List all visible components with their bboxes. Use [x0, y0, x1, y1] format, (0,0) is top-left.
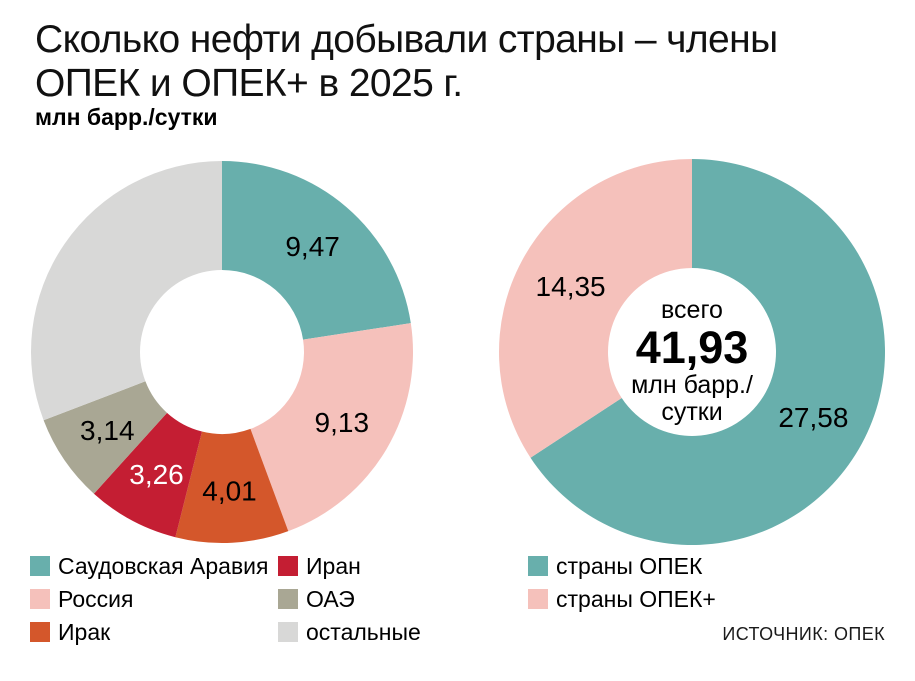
legend-swatch-saudi-arabia [30, 556, 50, 576]
legend-label-iraq: Ирак [58, 618, 111, 645]
donut-slice-iraq [175, 428, 289, 544]
slice-value-label-russia: 9,13 [315, 407, 370, 438]
legend-swatch-iran [278, 556, 298, 576]
legend-item-iraq: Ирак [30, 618, 268, 645]
chart-title: Сколько нефти добывали страны – члены ОП… [35, 18, 778, 106]
slice-value-label-saudi-arabia: 9,47 [285, 231, 340, 262]
legend-left-column-1: Саудовская Аравия Россия Ирак [30, 552, 269, 655]
right-donut-center-text: всего 41,93 млн барр./ сутки [604, 297, 780, 427]
slice-value-label-iran: 3,26 [129, 459, 184, 490]
legend-left-column-2: Иран ОАЭ остальные [278, 552, 421, 655]
slice-value-label-uae: 3,14 [80, 415, 135, 446]
legend-swatch-opec-plus [528, 589, 548, 609]
units-subtitle: млн барр./сутки [35, 104, 218, 130]
donut-slice-others [31, 161, 223, 421]
legend-swatch-others [278, 622, 298, 642]
donut-slice-iran [93, 412, 202, 538]
legend-label-saudi-arabia: Саудовская Аравия [58, 552, 269, 579]
donut-slice-uae [43, 381, 168, 494]
slice-value-label-opec-plus: 14,35 [536, 271, 606, 302]
total-value: 41,93 [635, 322, 749, 373]
legend-label-opec-plus: страны ОПЕК+ [556, 585, 716, 612]
total-prefix-label: всего [661, 296, 723, 324]
legend-swatch-iraq [30, 622, 50, 642]
legend-item-russia: Россия [30, 585, 268, 612]
legend-item-others: остальные [278, 618, 421, 645]
donut-slice-opec-plus [498, 159, 692, 458]
legend-label-iran: Иран [306, 552, 361, 579]
donut-slice-opec [530, 159, 885, 545]
slice-value-label-opec: 27,58 [778, 402, 848, 433]
legend-label-uae: ОАЭ [306, 585, 355, 612]
legend-swatch-opec [528, 556, 548, 576]
legend-item-iran: Иран [278, 552, 421, 579]
title-line-2: ОПЕК и ОПЕК+ в 2025 г. [35, 62, 463, 106]
slice-value-label-iraq: 4,01 [202, 475, 257, 506]
title-line-1: Сколько нефти добывали страны – члены [35, 18, 778, 61]
donut-slice-russia [250, 323, 414, 532]
legend-label-russia: Россия [58, 585, 134, 612]
legend-label-others: остальные [306, 618, 421, 645]
legend-label-opec: страны ОПЕК [556, 552, 703, 579]
legend-item-opec-plus: страны ОПЕК+ [528, 585, 716, 612]
total-unit-line-2: сутки [661, 398, 723, 427]
legend-item-saudi-arabia: Саудовская Аравия [30, 552, 269, 579]
legend-item-opec: страны ОПЕК [528, 552, 716, 579]
total-unit-line-1: млн барр./ [631, 370, 753, 399]
donut-slice-saudi-arabia [222, 161, 411, 340]
legend-swatch-russia [30, 589, 50, 609]
source-credit: ИСТОЧНИК: ОПЕК [722, 624, 885, 644]
legend-item-uae: ОАЭ [278, 585, 421, 612]
legend-right: страны ОПЕК страны ОПЕК+ [528, 552, 716, 622]
legend-swatch-uae [278, 589, 298, 609]
